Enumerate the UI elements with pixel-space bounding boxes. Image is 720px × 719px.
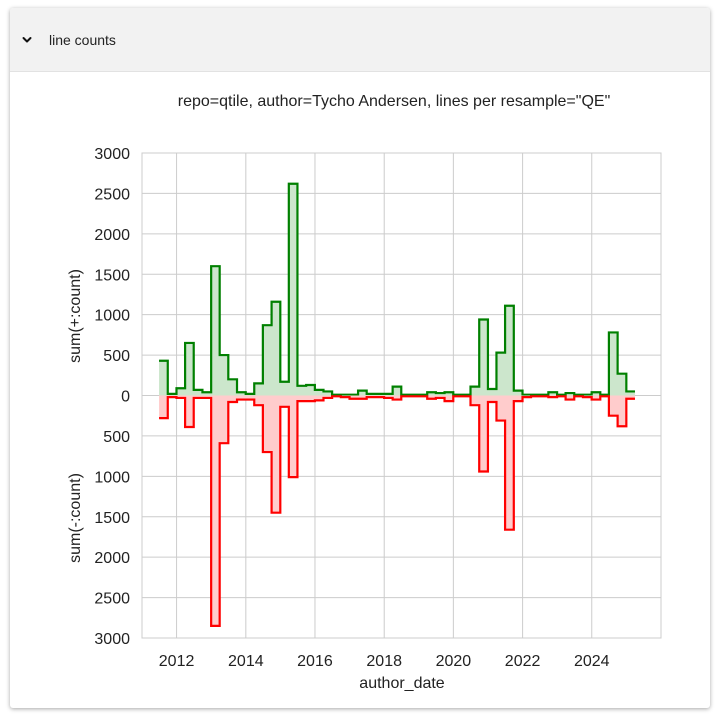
x-tick-label: 2012 [159, 653, 195, 670]
plot-frame [141, 152, 662, 639]
y-tick-label: 500 [103, 429, 130, 446]
y-tick-label: 1500 [94, 267, 130, 284]
x-tick-labels: 2012 2014 2016 2018 2020 2022 2024 [159, 653, 610, 670]
x-tick-label: 2024 [574, 653, 610, 670]
line-counts-chart: repo=qtile, author=Tycho Andersen, lines… [67, 93, 662, 692]
additions-step-line [159, 182, 635, 396]
deletions-step-line [159, 395, 635, 627]
y-tick-label: 0 [121, 389, 130, 406]
line-counts-panel: line counts repo=qtile, author=Tycho And… [10, 8, 710, 708]
additions-area-fill [159, 183, 635, 396]
x-tick-label: 2016 [297, 653, 333, 670]
y-tick-label: 500 [103, 348, 130, 365]
chart-container: repo=qtile, author=Tycho Andersen, lines… [10, 72, 710, 708]
y-tick-label: 2000 [94, 227, 130, 244]
y-tick-label: 3000 [94, 146, 130, 163]
x-axis-label: author_date [359, 675, 445, 692]
y-tick-label: 1000 [94, 469, 130, 486]
y-tick-label: 2500 [94, 591, 130, 608]
y-tick-label: 3000 [94, 631, 130, 648]
y-tick-label: 2500 [94, 186, 130, 203]
y-axis-label-top: sum(+:count) [67, 269, 84, 363]
panel-title: line counts [49, 31, 116, 48]
x-tick-label: 2014 [228, 653, 264, 670]
x-tick-label: 2022 [505, 653, 541, 670]
y-tick-label: 1000 [94, 308, 130, 325]
chart-title: repo=qtile, author=Tycho Andersen, lines… [178, 93, 611, 110]
y-tick-labels: 3000 2500 2000 1500 1000 500 0 500 1000 1500 2000 2… [94, 146, 130, 648]
chevron-down-icon[interactable] [20, 33, 34, 47]
x-tick-label: 2020 [436, 653, 472, 670]
deletions-area-fill [159, 395, 635, 626]
x-tick-label: 2018 [366, 653, 402, 670]
panel-header[interactable]: line counts [10, 8, 710, 72]
y-tick-label: 2000 [94, 550, 130, 567]
y-axis-label-bottom: sum(-:count) [67, 473, 84, 563]
chart-areas [159, 182, 635, 627]
y-tick-label: 1500 [94, 510, 130, 527]
